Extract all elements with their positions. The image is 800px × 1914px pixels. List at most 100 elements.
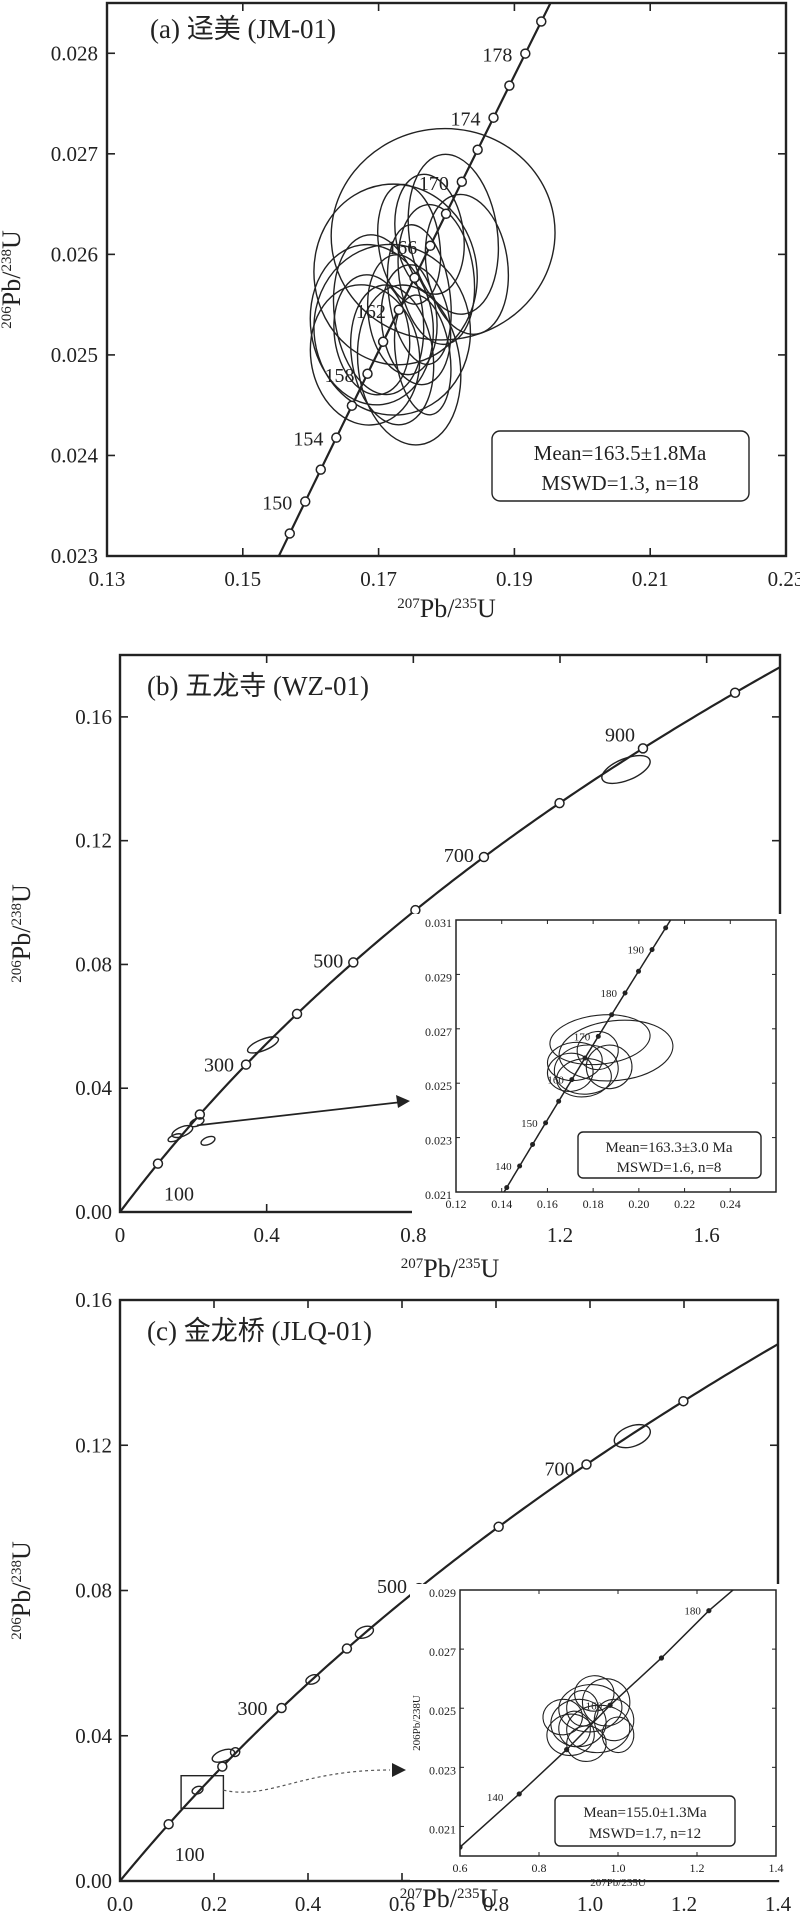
y-axis-label-pb: Pb/ xyxy=(7,1582,36,1617)
y-axis-label: 206Pb/238U xyxy=(7,884,36,983)
error-ellipse xyxy=(558,1710,591,1748)
x-tick-label: 0.14 xyxy=(491,1197,512,1211)
concordia-age-label: 100 xyxy=(175,1844,205,1866)
inset-concordia-label: 180 xyxy=(684,1606,701,1618)
panel-a-plot-area: 150 154 158 162 166 170 174 178 xyxy=(262,3,556,570)
error-ellipse xyxy=(601,1716,635,1754)
y-tick-label: 0.021 xyxy=(425,1188,452,1202)
error-ellipse xyxy=(397,203,476,346)
x-axis-label-pb: Pb/ xyxy=(420,594,455,623)
concordia-age-marker xyxy=(315,464,327,475)
y-axis-label-sup2: 238 xyxy=(9,1560,25,1583)
concordia-age-marker xyxy=(729,687,741,698)
concordia-age-label: 158 xyxy=(325,365,355,387)
x-tick-label: 1.2 xyxy=(547,1223,573,1247)
error-ellipse xyxy=(601,754,651,785)
y-axis-label: 206Pb/238U xyxy=(0,230,26,329)
concordia-age-marker xyxy=(393,304,405,316)
inset-concordia-marker xyxy=(706,1608,712,1614)
inset-y-label: 206Pb/238U xyxy=(411,1695,423,1751)
y-tick-label: 0.027 xyxy=(425,1025,452,1039)
x-tick-label: 0.6 xyxy=(453,1861,468,1875)
x-tick-label: 0.18 xyxy=(583,1197,604,1211)
x-tick-label: 0.8 xyxy=(483,1892,509,1914)
error-ellipse xyxy=(229,1746,241,1758)
inset-concordia-label: 180 xyxy=(601,988,618,1000)
inset-concordia-marker xyxy=(595,1033,601,1039)
y-axis-label-u: U xyxy=(0,230,26,249)
y-tick-label: 0.00 xyxy=(75,1869,112,1893)
x-tick-label: 1.4 xyxy=(765,1892,792,1914)
y-tick-label: 0.024 xyxy=(51,443,99,467)
concordia-age-label: 900 xyxy=(605,724,635,746)
panel-b-plot-area: 100 300 500 700 900 xyxy=(120,665,780,1212)
y-tick-label: 0.027 xyxy=(51,142,98,166)
inset-concordia-marker xyxy=(636,968,642,974)
error-ellipse xyxy=(581,1678,631,1727)
concordia-age-label: 300 xyxy=(204,1055,234,1077)
y-tick-label: 0.028 xyxy=(51,41,98,65)
inset-stat-box xyxy=(577,1131,762,1179)
error-ellipse xyxy=(549,1014,651,1066)
inset-plot-area: 140 150 160 170 180 190 xyxy=(495,920,674,1192)
x-tick-label: 0.17 xyxy=(360,567,397,591)
panel-a-stat-mean: Mean=163.5±1.8Ma xyxy=(534,441,707,465)
y-tick-label: 0.021 xyxy=(429,1822,456,1836)
x-tick-label: 0.0 xyxy=(107,1892,133,1914)
inset-concordia-marker xyxy=(569,1077,575,1083)
error-ellipse xyxy=(556,1058,612,1098)
error-ellipse xyxy=(546,1041,603,1082)
concordia-age-label: 178 xyxy=(482,45,512,67)
x-axis-label-u: U xyxy=(479,1884,498,1913)
inset-concordia-marker xyxy=(530,1141,536,1147)
inset-concordia-marker xyxy=(609,1012,615,1018)
concordia-age-marker xyxy=(270,561,279,570)
error-ellipse xyxy=(542,1698,583,1736)
x-tick-label: 0.13 xyxy=(89,567,126,591)
x-axis-label-sup2: 235 xyxy=(458,1256,481,1272)
panel-a: 150 154 158 162 166 170 174 178 0.13 0.15 0.17 0.19… xyxy=(0,1,800,623)
concordia-age-marker xyxy=(581,1459,592,1470)
x-tick-label: 0.23 xyxy=(768,567,800,591)
panel-c: 100 300 500 700 0.0 0.2 0.4 0.6 0.8 1.0 1.2 1.4 0.00… xyxy=(7,1288,792,1914)
y-axis-label-u: U xyxy=(7,1541,36,1560)
concordia-age-marker xyxy=(410,904,421,916)
x-tick-label: 0.2 xyxy=(201,1892,227,1914)
inset-concordia-marker xyxy=(582,1055,588,1061)
inset-concordia-label: 190 xyxy=(628,945,645,957)
concordia-age-marker xyxy=(299,496,311,507)
inset-stat-mean: Mean=163.3±3.0 Ma xyxy=(605,1140,732,1156)
y-tick-label: 0.027 xyxy=(429,1645,456,1659)
x-axis-label-sup1: 207 xyxy=(401,1256,424,1272)
x-tick-label: 1.6 xyxy=(694,1223,720,1247)
y-tick-label: 0.12 xyxy=(75,829,112,853)
x-axis-label-sup2: 235 xyxy=(457,1886,480,1902)
panel-b: 100 300 500 700 900 0 0.4 0.8 1.2 1.6 0.00 0.04 0.08… xyxy=(7,653,782,1283)
x-tick-label: 0.8 xyxy=(400,1223,426,1247)
y-axis-label: 206Pb/238U xyxy=(7,1541,36,1640)
x-tick-label: 0.8 xyxy=(532,1861,547,1875)
concordia-age-label: 700 xyxy=(444,845,474,867)
x-axis-label: 207Pb/235U xyxy=(397,594,496,623)
inset-pointer-dashed xyxy=(223,1769,391,1793)
inset-stat-mswd: MSWD=1.6, n=8 xyxy=(617,1160,722,1176)
error-ellipse xyxy=(246,1036,280,1054)
x-tick-label: 1.2 xyxy=(690,1861,705,1875)
concordia-age-marker xyxy=(493,1521,504,1533)
x-tick-label: 1.0 xyxy=(611,1861,626,1875)
x-tick-label: 1.2 xyxy=(671,1892,697,1914)
error-ellipse xyxy=(566,1689,599,1727)
y-tick-label: 0.029 xyxy=(425,970,452,984)
x-tick-label: 0.4 xyxy=(254,1223,281,1247)
concordia-age-marker xyxy=(346,400,358,411)
inset-concordia-marker xyxy=(556,1098,562,1104)
error-ellipse xyxy=(305,1674,321,1685)
error-ellipse xyxy=(407,153,500,315)
x-axis-label-sup2: 235 xyxy=(454,596,477,612)
inset-pointer-arrowhead xyxy=(392,1763,406,1777)
x-tick-label: 0.21 xyxy=(632,567,669,591)
panel-a-title: (a) 迳美 (JM-01) xyxy=(150,14,336,44)
concordia-age-marker xyxy=(240,1059,252,1070)
error-ellipse xyxy=(566,1704,631,1754)
error-ellipse xyxy=(574,1675,615,1712)
